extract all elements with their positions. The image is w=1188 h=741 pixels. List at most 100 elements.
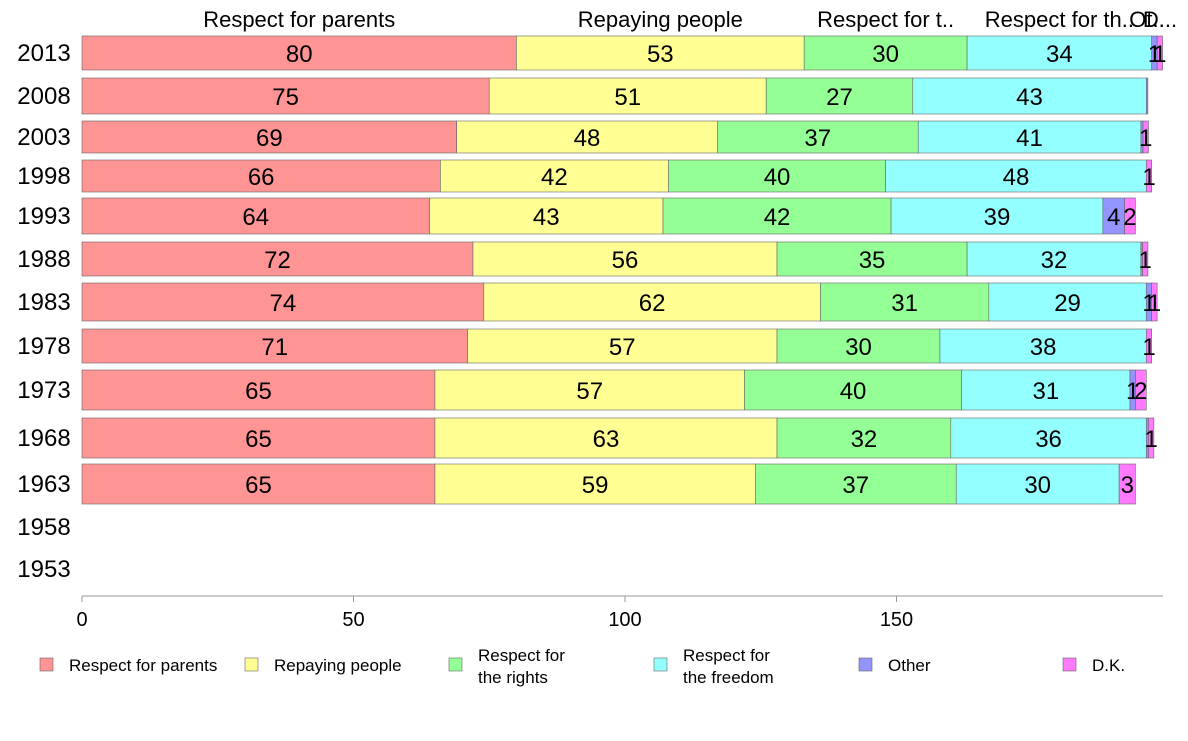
x-tick-label: 100 (608, 609, 641, 631)
bar-segment (1124, 197, 1136, 235)
bar-value-label: 62 (639, 290, 666, 317)
bar-value-label: 34 (1046, 41, 1073, 68)
bar-value-label: 30 (872, 41, 899, 68)
bar-segment (1142, 241, 1149, 277)
bar-value-label: 42 (541, 164, 568, 191)
bar-value-label: 66 (248, 164, 275, 191)
year-label: 1973 (17, 377, 70, 404)
bar-value-label: 36 (1035, 426, 1062, 453)
bar-segment (744, 369, 962, 411)
bar-value-label: 59 (582, 472, 609, 499)
bar-value-label: 43 (1016, 84, 1043, 111)
year-label: 1963 (17, 471, 70, 498)
bar-value-label: 41 (1016, 125, 1043, 152)
year-label: 1968 (17, 425, 70, 452)
bar-segment (820, 282, 990, 322)
bar-segment (81, 197, 430, 235)
bar-value-label: 51 (614, 84, 641, 111)
bar-value-label: 63 (593, 426, 620, 453)
bar-value-label: 65 (245, 426, 272, 453)
bar-value-label: 35 (859, 247, 886, 274)
year-label: 1988 (17, 246, 70, 273)
legend-swatch (1062, 657, 1077, 672)
bar-segment (765, 77, 914, 115)
year-label: 2008 (17, 83, 70, 110)
legend-label: Respect for (478, 646, 565, 665)
bar-segment (890, 197, 1104, 235)
bar-segment (440, 159, 669, 193)
bar-segment (776, 417, 952, 459)
bar-segment (1156, 35, 1163, 71)
bar-value-label: 31 (1032, 378, 1059, 405)
bar-value-label: 27 (826, 84, 853, 111)
bar-value-label: 29 (1054, 290, 1081, 317)
bar-value-label: 2 (1134, 378, 1147, 405)
bar-segment (81, 369, 436, 411)
bar-value-label: 3 (1121, 472, 1134, 499)
bar-value-label: 75 (272, 84, 299, 111)
bar-value-label: 1 (1144, 426, 1157, 453)
year-label: 1993 (17, 203, 70, 230)
legend-swatch (858, 657, 873, 672)
bar-value-label: 74 (270, 290, 297, 317)
bar-value-label: 30 (845, 334, 872, 361)
bar-value-label: 1 (1142, 164, 1155, 191)
bar-segment (668, 159, 886, 193)
bar-value-label: 71 (261, 334, 288, 361)
bar-value-label: 40 (840, 378, 867, 405)
bar-value-label: 37 (842, 472, 869, 499)
bar-value-label: 38 (1030, 334, 1057, 361)
bar-segment (467, 328, 778, 364)
x-tick-label: 150 (880, 609, 913, 631)
bar-segment (717, 120, 919, 154)
bar-value-label: 2 (1123, 204, 1136, 231)
legend-swatch (244, 657, 259, 672)
bar-value-label: 65 (245, 378, 272, 405)
top-series-label: Repaying people (578, 7, 743, 32)
year-label: 2003 (17, 124, 70, 151)
bar-segment (912, 77, 1147, 115)
year-label: 1998 (17, 163, 70, 190)
legend-label: the rights (478, 668, 548, 687)
bar-segment (966, 241, 1142, 277)
bar-value-label: 48 (574, 125, 601, 152)
bar-value-label: 4 (1107, 204, 1120, 231)
bar-segment (81, 463, 436, 505)
bar-value-label: 65 (245, 472, 272, 499)
bar-segment (662, 197, 892, 235)
bar-segment (81, 35, 517, 71)
bar-value-label: 1 (1153, 41, 1166, 68)
bar-segment (483, 282, 821, 322)
legend-label: the freedom (683, 668, 774, 687)
bar-value-label: 72 (264, 247, 291, 274)
top-series-label: Respect for parents (203, 7, 395, 32)
bar-segment (81, 417, 436, 459)
legend-swatch (448, 657, 463, 672)
bar-segment (803, 35, 968, 71)
bar-value-label: 32 (851, 426, 878, 453)
year-label: 1983 (17, 289, 70, 316)
bar-segment (755, 463, 957, 505)
bar-value-label: 43 (533, 204, 560, 231)
bar-segment (472, 241, 778, 277)
bar-segment (939, 328, 1147, 364)
bar-value-label: 48 (1003, 164, 1030, 191)
x-tick-label: 50 (342, 609, 364, 631)
bar-segment (988, 282, 1147, 322)
bar-value-label: 1 (1148, 290, 1161, 317)
bar-segment (966, 35, 1153, 71)
bar-value-label: 80 (286, 41, 313, 68)
bar-value-label: 1 (1139, 125, 1152, 152)
bar-segment (1135, 369, 1147, 411)
legend-label: D.K. (1092, 656, 1125, 675)
bar-value-label: 40 (764, 164, 791, 191)
bar-segment (961, 369, 1131, 411)
bar-value-label: 37 (804, 125, 831, 152)
year-label: 1978 (17, 333, 70, 360)
legend-label: Repaying people (274, 656, 402, 675)
bar-value-label: 39 (984, 204, 1011, 231)
bar-segment (1145, 77, 1149, 115)
bar-segment (81, 328, 468, 364)
